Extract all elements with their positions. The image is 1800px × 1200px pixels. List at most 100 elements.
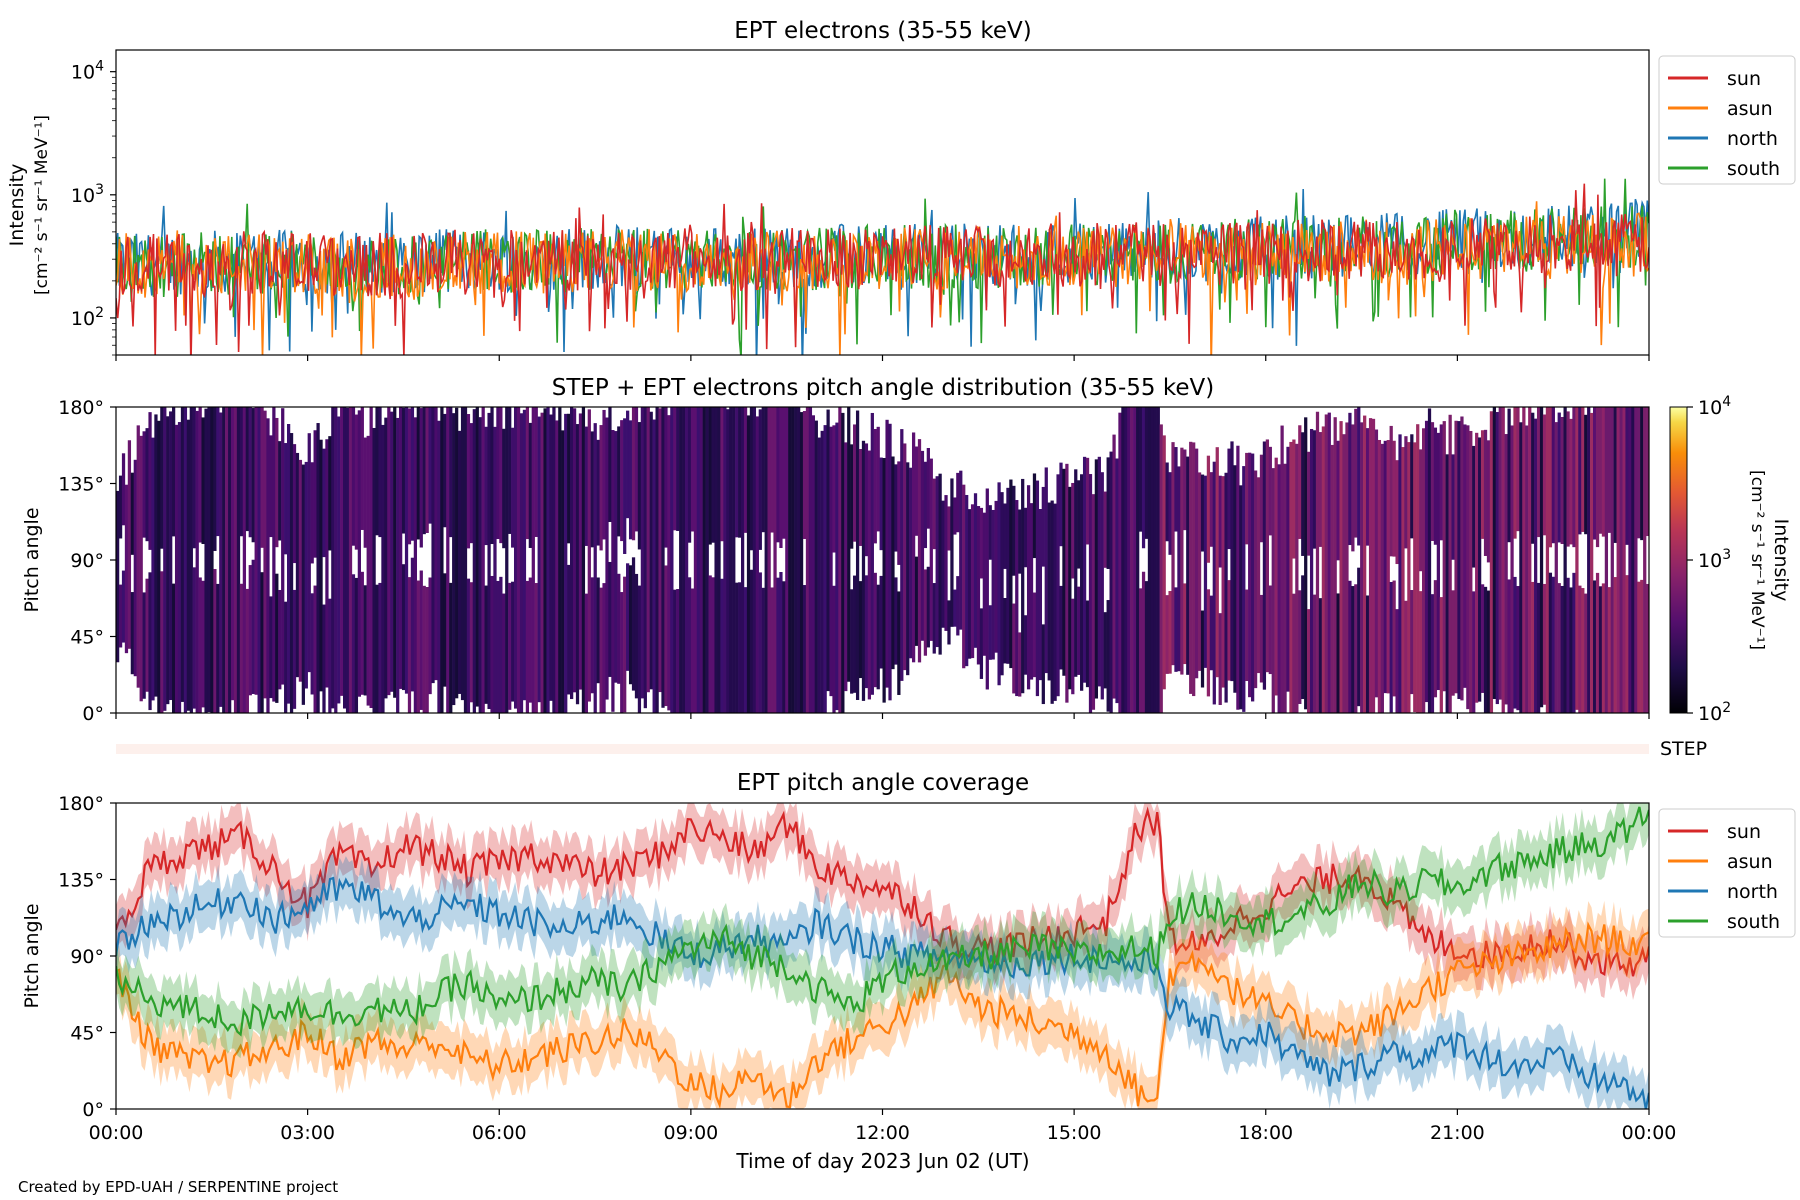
heatmap-cell	[965, 494, 969, 667]
heatmap-cell	[1262, 441, 1267, 690]
heatmap-cell	[263, 410, 267, 699]
heatmap-cell	[390, 411, 394, 692]
heatmap-cell	[584, 593, 588, 713]
heatmap-cell	[953, 589, 957, 627]
heatmap-cell	[228, 407, 232, 713]
heatmap-cell	[269, 435, 273, 538]
heatmap-cell	[1430, 422, 1435, 541]
heatmap-cell	[1168, 591, 1172, 674]
heatmap-cell	[853, 424, 857, 542]
heatmap-cell	[1144, 581, 1149, 713]
heatmap-cell	[522, 409, 527, 701]
heatmap-cell	[1138, 588, 1143, 713]
heatmap-cell	[1531, 581, 1535, 713]
heatmap-cell	[767, 407, 771, 713]
heatmap-cell	[658, 408, 662, 693]
heatmap-cell	[1012, 485, 1016, 576]
heatmap-cell	[1097, 456, 1101, 687]
heatmap-cell	[679, 407, 683, 713]
heatmap-cell	[1598, 407, 1603, 534]
heatmap-cell	[596, 439, 600, 546]
heatmap-cell	[499, 407, 503, 544]
heatmap-cell	[820, 430, 824, 713]
heatmap-cell	[1059, 585, 1063, 670]
heatmap-cell	[1551, 576, 1555, 713]
heatmap-cell	[1422, 428, 1426, 713]
heatmap-cell	[340, 407, 344, 696]
heatmap-cell	[413, 417, 418, 713]
heatmap-cell	[1442, 421, 1446, 692]
heatmap-cell	[1077, 480, 1081, 569]
heatmap-cell	[764, 407, 768, 713]
heatmap-cell	[1074, 469, 1078, 677]
heatmap-cell	[496, 407, 500, 540]
heatmap-cell	[213, 407, 217, 551]
heatmap-cell	[755, 416, 759, 713]
heatmap-cell	[1472, 445, 1476, 568]
heatmap-cell	[717, 407, 721, 713]
heatmap-cell	[1368, 418, 1373, 713]
heatmap-cell	[1200, 610, 1205, 688]
x-tick-label: 12:00	[855, 1122, 910, 1144]
heatmap-cell	[354, 577, 359, 713]
heatmap-cell	[687, 577, 692, 713]
heatmap-cell	[301, 464, 305, 705]
heatmap-cell	[926, 566, 930, 648]
heatmap-cell	[1542, 414, 1547, 536]
y-tick-label: 45°	[70, 1023, 104, 1045]
heatmap-cell	[920, 450, 925, 641]
heatmap-cell	[1053, 503, 1057, 701]
heatmap-cell	[337, 416, 341, 704]
heatmap-cell	[166, 416, 170, 705]
coverage-band-sun	[116, 803, 1649, 1000]
heatmap-cell	[289, 433, 294, 713]
heatmap-cell	[735, 582, 739, 713]
y-tick-label: 45°	[70, 627, 104, 649]
heatmap-cell	[508, 582, 512, 710]
heatmap-cell	[967, 509, 972, 659]
heatmap-cell	[463, 407, 468, 713]
heatmap-cell	[1504, 434, 1508, 705]
series-line-north	[116, 876, 1649, 1109]
heatmap-cell	[387, 407, 391, 696]
heatmap-cell	[1127, 407, 1131, 713]
heatmap-cell	[687, 407, 692, 543]
heatmap-cell	[799, 412, 804, 713]
heatmap-cell	[832, 425, 836, 553]
heatmap-cell	[1041, 624, 1045, 705]
heatmap-cell	[876, 584, 880, 690]
heatmap-cell	[484, 426, 488, 546]
coverage-band-asun	[116, 900, 1649, 1109]
credit-footer: Created by EPD-UAH / SERPENTINE project	[18, 1178, 339, 1196]
heatmap-cell	[829, 426, 833, 697]
heatmap-cell	[1209, 595, 1213, 671]
heatmap-cell	[396, 417, 400, 713]
heatmap-cell	[1068, 486, 1072, 690]
heatmap-cell	[1407, 442, 1411, 713]
heatmap-cell	[1144, 407, 1149, 539]
heatmap-cell	[116, 490, 120, 663]
heatmap-cell	[590, 431, 594, 548]
heatmap-cell	[1492, 407, 1496, 700]
heatmap-cell	[1371, 418, 1376, 713]
heatmap-cell	[817, 437, 821, 713]
heatmap-cell	[1174, 587, 1178, 672]
panel3-legend: sun asun north south	[1658, 808, 1796, 938]
heatmap-cell	[894, 464, 898, 552]
panel1-legend: sun asun north south	[1658, 55, 1796, 185]
heatmap-cell	[956, 472, 960, 533]
heatmap-cell	[1554, 422, 1558, 713]
heatmap-cell	[1389, 581, 1393, 713]
heatmap-cell	[699, 407, 703, 713]
heatmap-cell	[378, 407, 382, 538]
heatmap-cell	[1354, 408, 1358, 538]
heatmap-cell	[1590, 412, 1594, 713]
heatmap-cell	[1121, 407, 1125, 713]
x-tick-label: 15:00	[1047, 1122, 1102, 1144]
heatmap-cell	[195, 410, 199, 713]
heatmap-cell	[1410, 434, 1414, 539]
heatmap-cell	[991, 509, 995, 660]
heatmap-cell	[864, 443, 869, 557]
heatmap-cell	[540, 412, 544, 713]
heatmap-cell	[982, 512, 986, 656]
